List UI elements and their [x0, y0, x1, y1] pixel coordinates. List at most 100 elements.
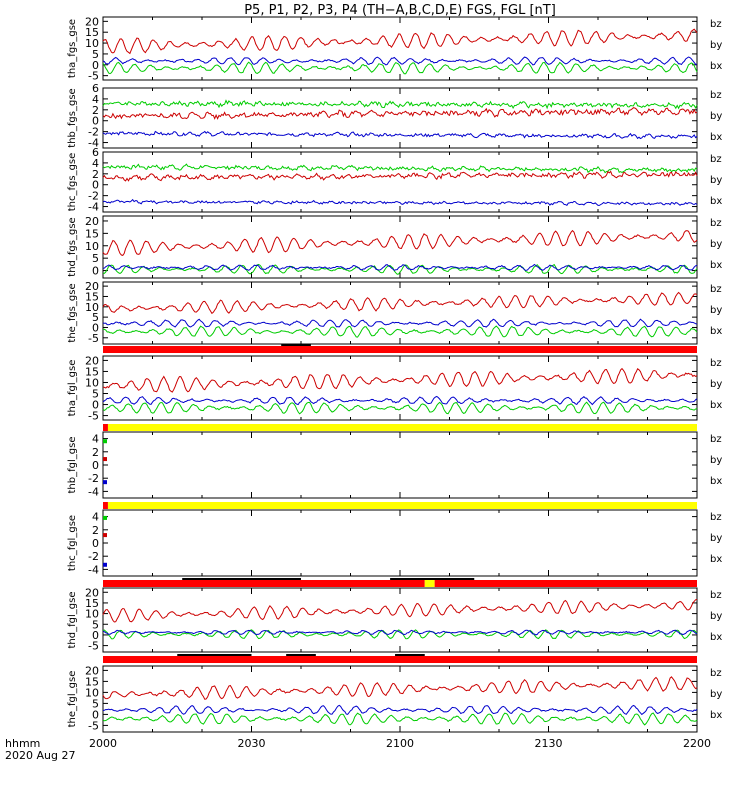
y-tick-label: 5	[92, 48, 99, 61]
series-bz	[102, 676, 698, 700]
marker-by	[103, 515, 107, 520]
legend-bx: bx	[710, 326, 722, 337]
y-axis-label: tha_fgs_gse	[67, 19, 78, 78]
mode-bar-segment	[103, 424, 108, 431]
legend-by: by	[710, 111, 722, 122]
legend-by: by	[710, 40, 722, 51]
mode-bar-segment	[107, 502, 697, 509]
y-axis-label: tha_fgl_gse	[67, 360, 78, 417]
legend-by: by	[710, 689, 722, 700]
y-tick-label: -5	[88, 640, 99, 653]
series-by	[102, 99, 698, 110]
mode-bar	[103, 344, 697, 353]
panel-frame	[102, 355, 698, 421]
marker-bz	[103, 457, 107, 462]
mode-bar-segment	[434, 580, 697, 587]
y-tick-label: 5	[92, 618, 99, 631]
legend-bz: bz	[710, 590, 722, 601]
y-axis-label: thb_fgl_gse	[67, 437, 78, 494]
y-tick-label: -2	[88, 472, 99, 485]
legend-bx: bx	[710, 632, 722, 643]
series-by	[102, 712, 698, 726]
mode-bar-mark	[286, 654, 316, 656]
y-tick-label: 20	[85, 280, 99, 293]
panel-frame	[102, 431, 698, 499]
series-bz	[102, 291, 698, 315]
legend-bz: bz	[710, 434, 722, 445]
y-tick-label: 0	[92, 115, 99, 128]
mode-bar-segment	[103, 502, 108, 509]
y-tick-label: 15	[85, 675, 99, 688]
x-tick-label: 2030	[238, 737, 266, 750]
series-bx	[102, 704, 698, 716]
y-tick-label: 15	[85, 597, 99, 610]
time-label: hhmm	[5, 737, 40, 750]
panel-frame	[102, 509, 698, 577]
marker-by	[103, 439, 107, 444]
y-tick-label: 6	[92, 82, 99, 95]
mode-bar	[103, 654, 697, 663]
legend-bx: bx	[710, 61, 722, 72]
series-bz	[102, 107, 698, 120]
y-tick-label: 15	[85, 290, 99, 303]
y-tick-label: -4	[88, 137, 99, 150]
legend-by: by	[710, 239, 722, 250]
panel-frame	[102, 215, 698, 279]
y-tick-label: 20	[85, 586, 99, 599]
mode-bar	[103, 502, 697, 509]
y-tick-label: 20	[85, 215, 99, 228]
y-tick-label: 2	[92, 524, 99, 537]
mode-bar-mark	[395, 654, 425, 656]
legend-bx: bx	[710, 400, 722, 411]
y-tick-label: -2	[88, 190, 99, 203]
series-bx	[102, 395, 698, 406]
y-tick-label: 15	[85, 365, 99, 378]
y-tick-label: -5	[88, 332, 99, 345]
y-tick-label: 0	[92, 459, 99, 472]
mode-bar-mark	[281, 344, 311, 346]
panel-frame	[102, 16, 698, 81]
legend-bx: bx	[710, 132, 722, 143]
y-tick-label: -2	[88, 126, 99, 139]
y-tick-label: 4	[92, 511, 99, 524]
legend-bx: bx	[710, 710, 722, 721]
series-by	[102, 629, 698, 640]
marker-bz	[103, 533, 107, 538]
mode-bar-segment	[103, 656, 697, 663]
y-tick-label: 10	[85, 240, 99, 253]
y-tick-label: 2	[92, 168, 99, 181]
y-tick-label: 20	[85, 15, 99, 28]
y-tick-label: 0	[92, 265, 99, 278]
y-tick-label: 20	[85, 354, 99, 367]
legend-by: by	[710, 305, 722, 316]
y-tick-label: 0	[92, 59, 99, 72]
y-axis-label: thd_fgl_gse	[67, 592, 78, 649]
y-tick-label: 10	[85, 608, 99, 621]
y-tick-label: 10	[85, 301, 99, 314]
y-tick-label: 10	[85, 376, 99, 389]
y-tick-label: 0	[92, 629, 99, 642]
x-tick-label: 2100	[386, 737, 414, 750]
y-tick-label: 0	[92, 179, 99, 192]
mode-bar	[103, 578, 697, 587]
panel-thb_fgl_gse: 420-2-4 thb_fgl_gse bz by bx	[67, 431, 722, 499]
legend-bz: bz	[710, 512, 722, 523]
series-bx	[102, 198, 698, 206]
series-bz	[102, 229, 698, 256]
date-label: 2020 Aug 27	[5, 749, 75, 762]
mode-bar-segment	[103, 580, 425, 587]
legend-bz: bz	[710, 19, 722, 30]
series-by	[102, 263, 698, 275]
marker-bx	[103, 562, 107, 567]
series-by	[102, 61, 698, 75]
y-tick-label: 5	[92, 252, 99, 265]
y-tick-label: 4	[92, 157, 99, 170]
